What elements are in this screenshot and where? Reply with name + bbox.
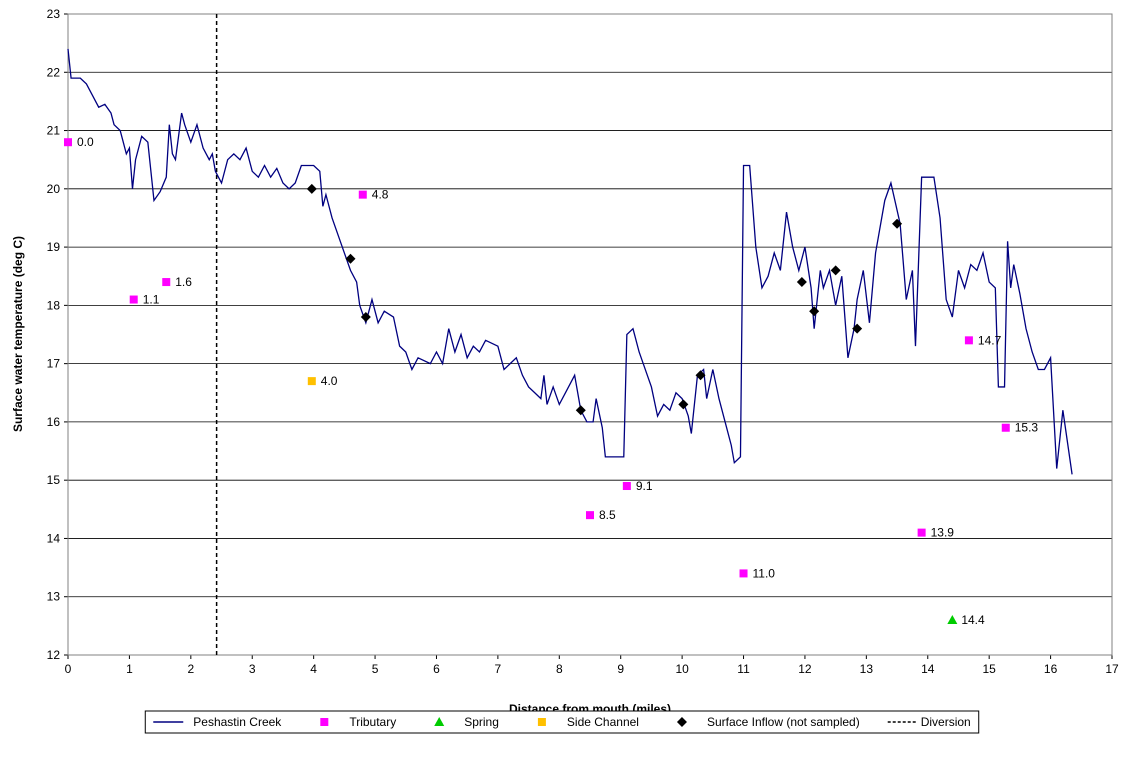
data-label: 15.3 (1015, 421, 1039, 435)
marker (739, 569, 748, 578)
marker (360, 312, 371, 323)
x-tick-label: 4 (310, 662, 317, 676)
x-tick-label: 6 (433, 662, 440, 676)
legend-swatch (320, 718, 329, 726)
y-tick-label: 18 (47, 298, 61, 312)
legend: Peshastin Creek Tributary Spring Side Chann… (144, 710, 980, 734)
creek-line (67, 48, 1073, 475)
data-label: 14.7 (978, 333, 1002, 347)
x-tick-label: 5 (372, 662, 379, 676)
y-axis-label: Surface water temperature (deg C) (11, 236, 25, 432)
x-tick-label: 14 (921, 662, 935, 676)
legend-swatch (537, 718, 546, 726)
legend-label: Diversion (921, 715, 971, 729)
data-label: 4.0 (321, 374, 338, 388)
y-tick-label: 17 (47, 357, 61, 371)
x-tick-label: 15 (982, 662, 996, 676)
marker (947, 615, 958, 625)
x-tick-label: 1 (126, 662, 133, 676)
marker (892, 218, 903, 229)
data-label: 1.1 (143, 293, 160, 307)
y-tick-label: 15 (47, 473, 61, 487)
data-label: 14.4 (961, 613, 985, 627)
legend-label: Spring (464, 715, 499, 729)
marker (586, 511, 594, 520)
y-tick-label: 16 (47, 415, 61, 429)
marker (129, 295, 138, 304)
data-label: 11.0 (753, 566, 776, 580)
legend-label: Side Channel (567, 715, 639, 729)
x-tick-label: 11 (737, 662, 750, 676)
y-tick-label: 23 (47, 7, 61, 21)
data-label: 8.5 (599, 508, 616, 522)
marker (575, 405, 586, 416)
x-tick-label: 2 (187, 662, 194, 676)
marker (358, 190, 367, 199)
marker (917, 528, 926, 537)
y-tick-label: 13 (47, 590, 61, 604)
y-tick-label: 22 (47, 65, 61, 79)
x-tick-label: 16 (1044, 662, 1058, 676)
marker (307, 377, 316, 386)
legend-swatch (434, 717, 445, 726)
marker (830, 265, 841, 276)
marker (1001, 423, 1010, 432)
marker (345, 253, 356, 264)
y-tick-label: 20 (47, 182, 61, 196)
marker (695, 370, 706, 381)
marker (964, 336, 973, 345)
x-tick-label: 12 (798, 662, 812, 676)
marker (64, 138, 72, 147)
plot-border (67, 13, 1113, 656)
marker (809, 306, 820, 317)
data-label: 4.8 (372, 188, 389, 202)
x-tick-label: 0 (65, 662, 72, 676)
legend-label: Surface Inflow (not sampled) (707, 715, 860, 729)
y-tick-label: 14 (47, 531, 61, 545)
y-tick-label: 12 (47, 648, 61, 662)
x-tick-label: 3 (249, 662, 256, 676)
data-label: 0.0 (77, 135, 94, 149)
legend-box (144, 710, 980, 734)
x-tick-label: 17 (1105, 662, 1119, 676)
data-label: 1.6 (175, 275, 192, 289)
legend-label: Tributary (349, 715, 396, 729)
x-tick-label: 10 (675, 662, 689, 676)
data-label: 13.9 (931, 526, 955, 540)
x-tick-label: 13 (860, 662, 874, 676)
x-tick-label: 7 (495, 662, 502, 676)
x-tick-label: 8 (556, 662, 563, 676)
y-tick-label: 21 (47, 124, 61, 138)
marker (306, 183, 317, 194)
x-tick-label: 9 (617, 662, 624, 676)
marker (162, 278, 171, 287)
y-tick-label: 19 (47, 240, 61, 254)
marker (678, 399, 689, 410)
marker (852, 323, 863, 334)
data-label: 9.1 (636, 479, 653, 493)
legend-swatch (676, 717, 687, 727)
legend-label: Peshastin Creek (193, 715, 282, 729)
marker (796, 277, 807, 288)
marker (622, 482, 631, 491)
